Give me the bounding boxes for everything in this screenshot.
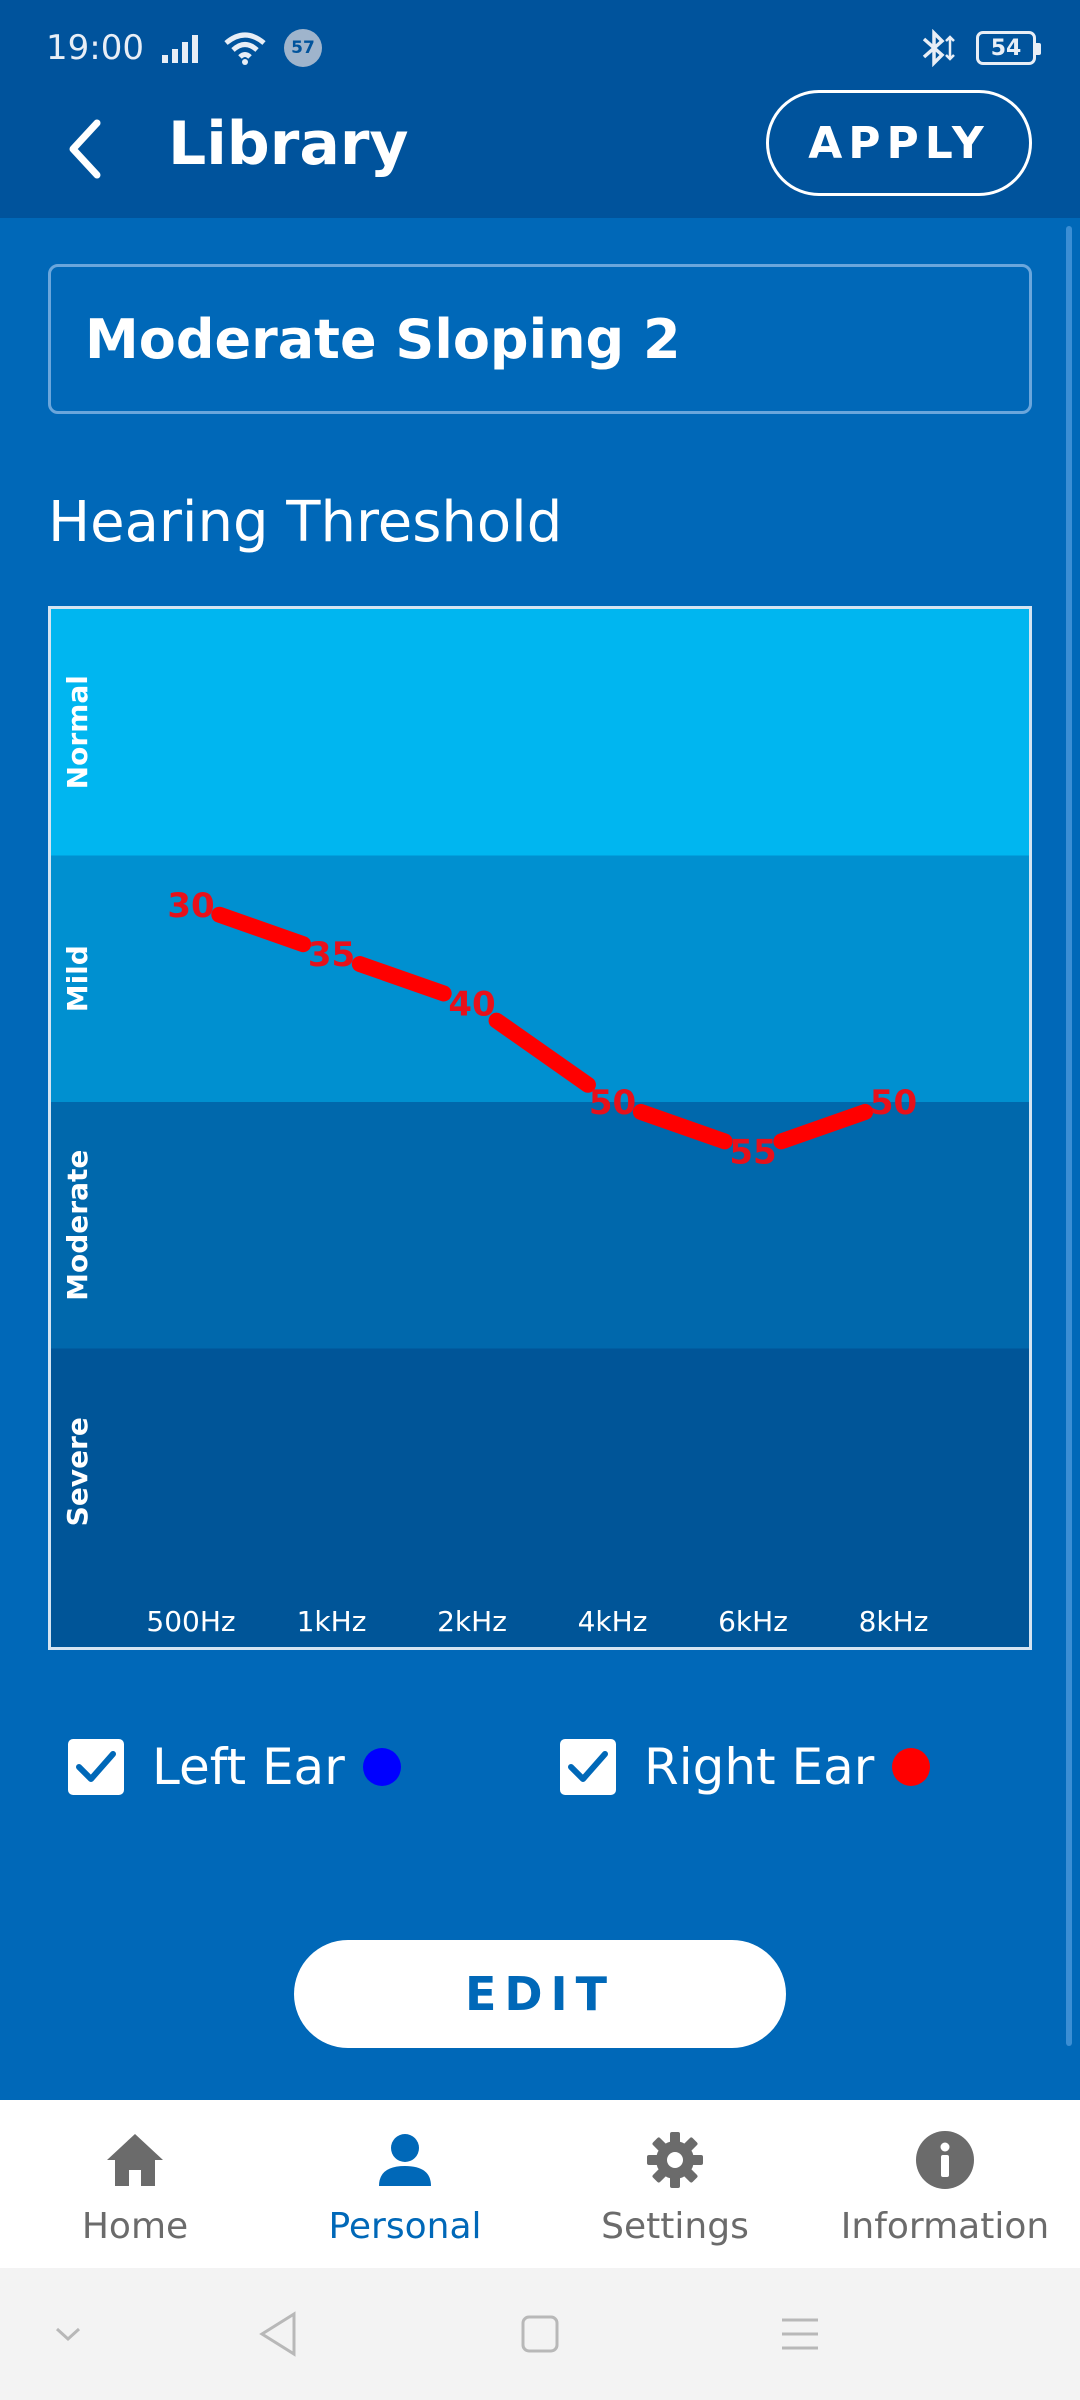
checkmark-icon [76,1751,116,1782]
band-label-mild: Mild [61,945,94,1012]
left-ear-label: Left Ear [152,1738,345,1796]
x-tick-label: 2kHz [437,1605,507,1638]
back-arrow-icon [69,119,101,179]
apply-button[interactable]: APPLY [766,90,1032,196]
info-icon [913,2128,977,2192]
band-moderate [51,1102,1029,1349]
status-time: 19:00 [46,28,144,68]
bluetooth-icon [922,29,955,67]
bottom-navigation: Home Personal [0,2100,1080,2268]
notification-badge: 57 [283,29,322,67]
band-normal [51,609,1029,856]
series-segment [632,1103,733,1150]
nav-item-personal[interactable]: Personal [270,2100,540,2268]
data-label: 35 [308,935,355,975]
band-severe [51,1348,1029,1647]
band-label-severe: Severe [61,1417,94,1526]
home-square-icon[interactable] [510,2304,570,2364]
x-tick-label: 8kHz [859,1605,929,1638]
section-title: Hearing Threshold [48,490,563,555]
battery-indicator: 54 [976,31,1041,65]
left-ear-toggle[interactable]: Left Ear [68,1738,401,1796]
back-button[interactable] [50,114,120,184]
main-content[interactable]: Moderate Sloping 2 Hearing Threshold Nor… [0,218,1080,2100]
data-label: 55 [729,1132,776,1172]
nav-label-information: Information [840,2206,1050,2247]
back-triangle-icon[interactable] [248,2304,308,2364]
audiogram-svg: Normal Mild Moderate Severe 500Hz 1kHz 2kHz 4kH… [51,609,1029,1647]
app-bar: Library APPLY [0,90,1080,218]
right-ear-label: Right Ear [644,1738,875,1796]
data-label: 50 [589,1083,636,1123]
nav-label-settings: Settings [601,2206,749,2247]
data-label: 30 [167,886,214,926]
menu-icon[interactable] [770,2304,830,2364]
scrollbar[interactable] [1066,226,1072,2046]
x-tick-label: 1kHz [297,1605,367,1638]
band-label-normal: Normal [61,675,94,789]
left-ear-checkbox[interactable] [68,1739,124,1795]
status-bar: 19:00 57 54 [0,0,1080,96]
home-icon [103,2128,167,2192]
edit-button[interactable]: EDIT [294,1940,786,2048]
page-title: Library [168,109,409,179]
wifi-icon [224,32,266,65]
chevron-down-icon[interactable] [38,2304,98,2364]
series-segment [351,956,452,1002]
gear-icon [643,2128,707,2192]
person-icon [373,2128,437,2192]
nav-item-home[interactable]: Home [0,2100,270,2268]
x-tick-label: 500Hz [146,1605,235,1638]
left-ear-color-dot [362,1748,401,1786]
nav-label-home: Home [81,2206,189,2247]
nav-item-information[interactable]: Information [810,2100,1080,2268]
status-bar-right: 54 [918,29,1041,67]
series-segment [773,1103,874,1150]
status-bar-left: 19:00 57 [46,28,322,68]
right-ear-color-dot [892,1748,931,1786]
data-label: 50 [870,1083,917,1123]
system-navigation-bar [0,2268,1080,2400]
series-segment [488,1012,596,1093]
band-label-moderate: Moderate [61,1150,94,1301]
signal-icon [161,35,198,63]
x-tick-label: 6kHz [718,1605,788,1638]
nav-label-personal: Personal [328,2206,482,2247]
data-label: 40 [448,984,495,1024]
hearing-threshold-chart: Normal Mild Moderate Severe 500Hz 1kHz 2kHz 4kH… [48,606,1032,1650]
checkmark-icon [568,1751,608,1782]
right-ear-toggle[interactable]: Right Ear [560,1738,931,1796]
profile-name-field[interactable]: Moderate Sloping 2 [48,264,1032,414]
right-ear-checkbox[interactable] [560,1739,616,1795]
series-segment [211,906,312,953]
nav-item-settings[interactable]: Settings [540,2100,810,2268]
band-mild [51,855,1029,1102]
x-tick-label: 4kHz [578,1605,648,1638]
